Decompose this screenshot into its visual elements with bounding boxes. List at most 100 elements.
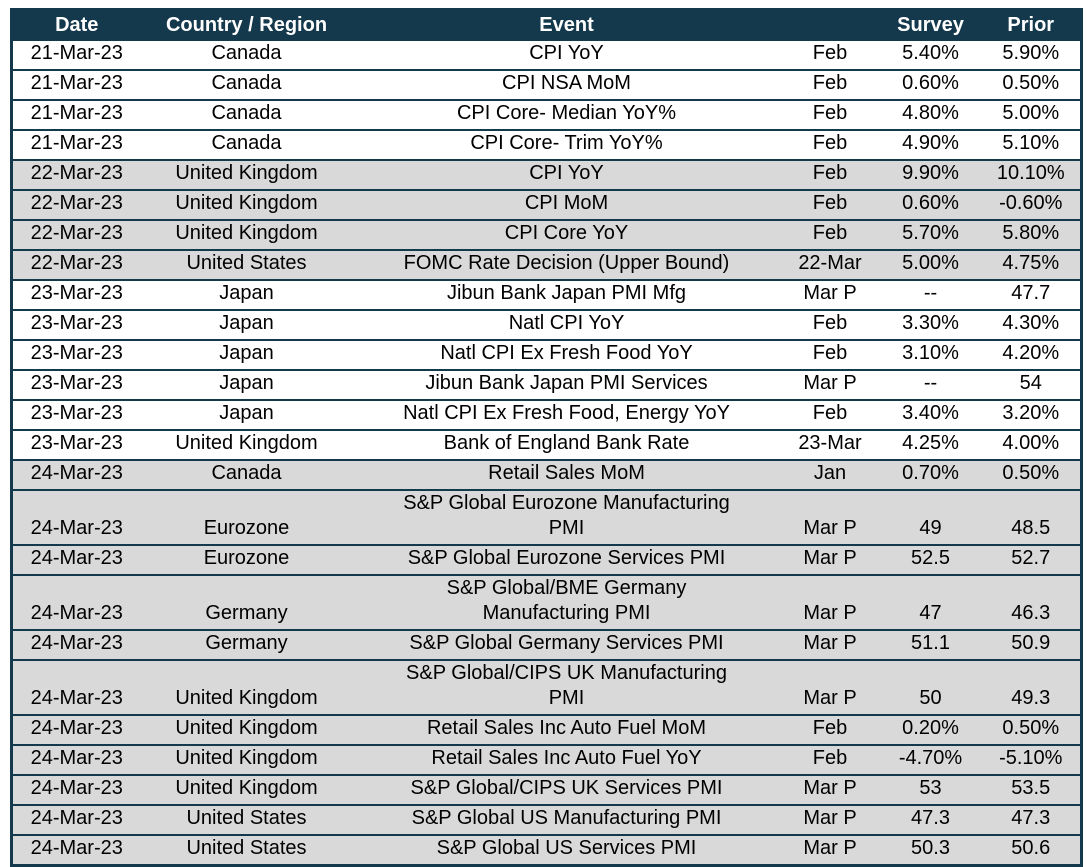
cell-survey: 3.10%	[879, 339, 982, 371]
cell-survey: 47	[879, 574, 982, 631]
cell-prior: -5.10%	[981, 744, 1082, 776]
table-row: 23-Mar-23 United Kingdom Bank of England B…	[11, 429, 1082, 461]
economic-calendar-table: Date Country / Region Event Survey Prior…	[10, 8, 1083, 867]
cell-date: 24-Mar-23	[11, 744, 141, 776]
cell-period: Mar P	[780, 574, 880, 631]
cell-country: United Kingdom	[140, 159, 353, 191]
cell-event: Jibun Bank Japan PMI Services	[352, 369, 781, 401]
table-row: 21-Mar-23 Canada CPI NSA MoM Feb 0.60% 0.50%	[11, 69, 1082, 101]
cell-country: Japan	[140, 309, 353, 341]
cell-country: Canada	[140, 39, 353, 71]
cell-prior: 5.10%	[981, 129, 1082, 161]
cell-event: FOMC Rate Decision (Upper Bound)	[352, 249, 781, 281]
cell-country: Eurozone	[140, 489, 353, 546]
table-row: 23-Mar-23 Japan Natl CPI Ex Fresh Food YoY…	[11, 339, 1082, 371]
cell-survey: 4.80%	[879, 99, 982, 131]
cell-event: S&P Global Germany Services PMI	[352, 629, 781, 661]
cell-country: Eurozone	[140, 544, 353, 576]
cell-period: Mar P	[780, 804, 880, 836]
table-body: 21-Mar-23 Canada CPI YoY Feb 5.40% 5.90% 21-Ma…	[11, 39, 1082, 867]
cell-event: Natl CPI Ex Fresh Food YoY	[352, 339, 781, 371]
cell-event: S&P Global Eurozone Services PMI	[352, 544, 781, 576]
table-row: 23-Mar-23 Japan Jibun Bank Japan PMI Servi…	[11, 369, 1082, 401]
cell-country: United Kingdom	[140, 659, 353, 716]
column-header-survey: Survey	[879, 9, 982, 40]
cell-survey: 49	[879, 489, 982, 546]
cell-survey: 3.40%	[879, 399, 982, 431]
cell-survey: 5.70%	[879, 219, 982, 251]
cell-event: S&P Global Eurozone Manufacturing PMI	[352, 489, 781, 546]
cell-survey: 0.60%	[879, 189, 982, 221]
cell-country: Germany	[140, 574, 353, 631]
cell-country: Japan	[140, 369, 353, 401]
table-row: 22-Mar-23 United Kingdom CPI YoY Feb 9.90% 10…	[11, 159, 1082, 191]
cell-event: CPI YoY	[352, 159, 781, 191]
cell-date: 23-Mar-23	[11, 369, 141, 401]
cell-survey: 50.3	[879, 834, 982, 867]
cell-prior: 49.3	[981, 659, 1082, 716]
cell-country: Japan	[140, 399, 353, 431]
cell-survey: 47.3	[879, 804, 982, 836]
cell-period: Mar P	[780, 659, 880, 716]
cell-date: 24-Mar-23	[11, 774, 141, 806]
cell-date: 22-Mar-23	[11, 249, 141, 281]
cell-date: 24-Mar-23	[11, 834, 141, 867]
cell-event: S&P Global US Services PMI	[352, 834, 781, 867]
column-header-period	[780, 9, 880, 40]
column-header-country: Country / Region	[140, 9, 353, 40]
cell-period: Mar P	[780, 489, 880, 546]
cell-prior: 0.50%	[981, 69, 1082, 101]
table-row: 24-Mar-23 Canada Retail Sales MoM Jan 0.70% 0…	[11, 459, 1082, 491]
cell-date: 24-Mar-23	[11, 574, 141, 631]
cell-survey: 4.25%	[879, 429, 982, 461]
cell-date: 24-Mar-23	[11, 629, 141, 661]
cell-survey: 5.00%	[879, 249, 982, 281]
cell-country: United Kingdom	[140, 219, 353, 251]
table-row: 24-Mar-23 Germany S&P Global/BME Germany M…	[11, 574, 1082, 631]
cell-prior: 53.5	[981, 774, 1082, 806]
table-row: 24-Mar-23 Eurozone S&P Global Eurozone Ser…	[11, 544, 1082, 576]
cell-event: S&P Global/BME Germany Manufacturing PMI	[352, 574, 781, 631]
cell-event: CPI Core YoY	[352, 219, 781, 251]
cell-prior: 4.75%	[981, 249, 1082, 281]
cell-period: Feb	[780, 39, 880, 71]
cell-event: Natl CPI YoY	[352, 309, 781, 341]
cell-date: 23-Mar-23	[11, 429, 141, 461]
cell-survey: 52.5	[879, 544, 982, 576]
cell-country: Japan	[140, 339, 353, 371]
cell-country: Germany	[140, 629, 353, 661]
table-row: 22-Mar-23 United Kingdom CPI Core YoY Feb 5.…	[11, 219, 1082, 251]
table-row: 24-Mar-23 United States S&P Global US Manu…	[11, 804, 1082, 836]
table-row: 21-Mar-23 Canada CPI Core- Trim YoY% Feb 4.9…	[11, 129, 1082, 161]
cell-prior: 4.30%	[981, 309, 1082, 341]
cell-period: Jan	[780, 459, 880, 491]
cell-date: 22-Mar-23	[11, 159, 141, 191]
cell-date: 24-Mar-23	[11, 459, 141, 491]
cell-prior: 5.80%	[981, 219, 1082, 251]
cell-period: Mar P	[780, 774, 880, 806]
cell-period: Mar P	[780, 629, 880, 661]
cell-period: Feb	[780, 219, 880, 251]
cell-event: S&P Global/CIPS UK Manufacturing PMI	[352, 659, 781, 716]
cell-date: 24-Mar-23	[11, 804, 141, 836]
cell-period: Feb	[780, 129, 880, 161]
cell-date: 23-Mar-23	[11, 309, 141, 341]
cell-prior: 4.00%	[981, 429, 1082, 461]
cell-country: United Kingdom	[140, 429, 353, 461]
cell-date: 22-Mar-23	[11, 219, 141, 251]
cell-period: Mar P	[780, 544, 880, 576]
cell-period: Feb	[780, 159, 880, 191]
cell-prior: 46.3	[981, 574, 1082, 631]
cell-period: Mar P	[780, 369, 880, 401]
cell-date: 24-Mar-23	[11, 659, 141, 716]
table-row: 24-Mar-23 United Kingdom S&P Global/CIPS U…	[11, 659, 1082, 716]
cell-period: Feb	[780, 99, 880, 131]
cell-country: Canada	[140, 459, 353, 491]
cell-country: United Kingdom	[140, 744, 353, 776]
cell-date: 22-Mar-23	[11, 189, 141, 221]
table-row: 24-Mar-23 Eurozone S&P Global Eurozone Man…	[11, 489, 1082, 546]
table-row: 21-Mar-23 Canada CPI Core- Median YoY% Feb 4…	[11, 99, 1082, 131]
cell-event: CPI NSA MoM	[352, 69, 781, 101]
cell-prior: 50.6	[981, 834, 1082, 867]
cell-prior: 3.20%	[981, 399, 1082, 431]
